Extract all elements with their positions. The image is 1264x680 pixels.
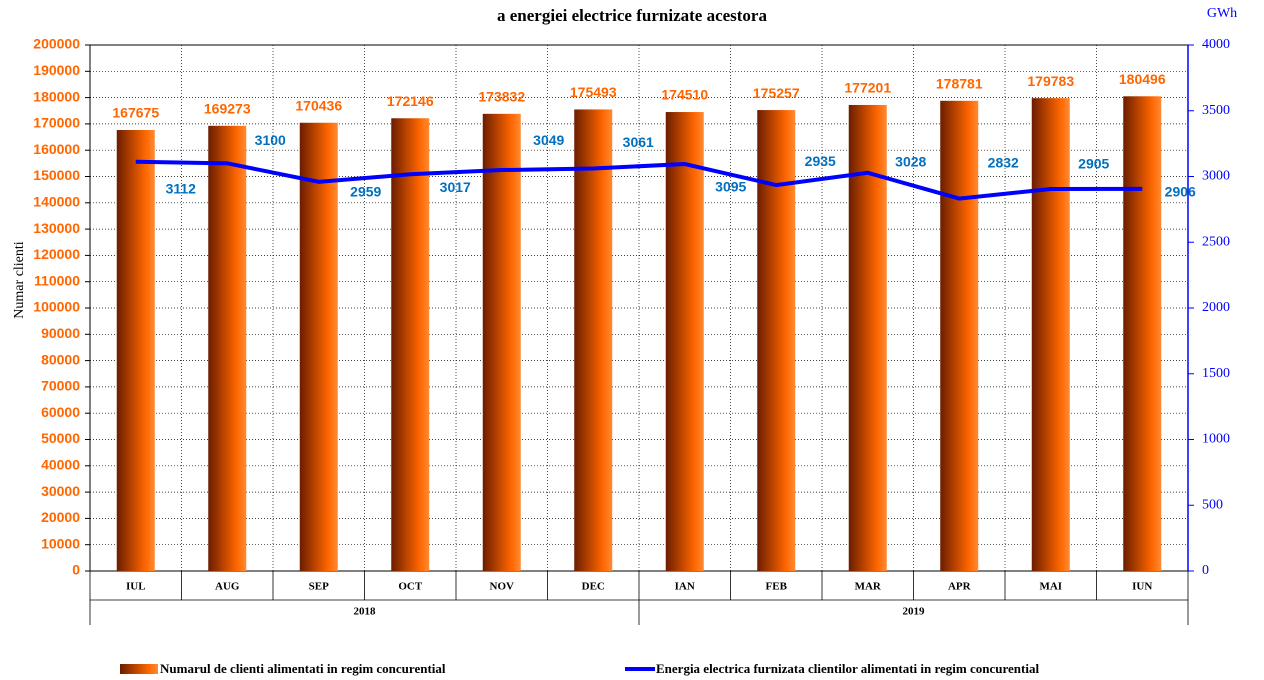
x-tick-label: SEP: [309, 581, 329, 593]
bar-value-label: 167675: [112, 105, 159, 121]
line-value-label: 2906: [1165, 184, 1196, 200]
bar-value-label: 180496: [1119, 71, 1166, 87]
y-tick-label: 70000: [41, 378, 80, 394]
y-tick-label: 190000: [33, 62, 80, 78]
y-tick-label: 50000: [41, 430, 80, 446]
line-value-label: 3017: [440, 179, 471, 195]
y-tick-label: 40000: [41, 457, 80, 473]
x-tick-label: FEB: [766, 581, 788, 593]
bar: [665, 112, 704, 571]
y-tick-label: 80000: [41, 351, 80, 367]
legend-label: Numarul de clienti alimentati in regim c…: [160, 661, 446, 676]
y2-tick-label: 2000: [1202, 300, 1230, 315]
y-tick-label: 0: [72, 562, 80, 578]
y-tick-label: 10000: [41, 535, 80, 551]
y2-tick-label: 4000: [1202, 37, 1230, 52]
y-tick-label: 130000: [33, 220, 80, 236]
bar: [757, 110, 796, 571]
x-tick-label: AUG: [215, 581, 240, 593]
line-value-label: 2935: [805, 153, 836, 169]
y-tick-label: 120000: [33, 246, 80, 262]
bar: [940, 100, 979, 571]
bar: [299, 122, 338, 571]
bar-value-label: 170436: [295, 97, 342, 113]
bar-value-label: 177201: [844, 80, 891, 96]
y2-axis-title: GWh: [1207, 6, 1237, 21]
line-value-label: 3100: [255, 132, 286, 148]
y-tick-label: 180000: [33, 88, 80, 104]
y-tick-label: 150000: [33, 167, 80, 183]
group-label: 2019: [903, 606, 926, 618]
bar-value-label: 178781: [936, 76, 983, 92]
bar: [391, 118, 430, 572]
y2-tick-label: 3000: [1202, 169, 1230, 184]
chart-title: a energiei electrice furnizate acestora: [497, 6, 767, 25]
y-tick-label: 160000: [33, 141, 80, 157]
y-tick-label: 60000: [41, 404, 80, 420]
line-value-label: 3028: [895, 154, 926, 170]
bar: [1031, 98, 1070, 571]
x-tick-label: IUN: [1132, 581, 1152, 593]
x-tick-label: OCT: [398, 581, 423, 593]
line-value-label: 3095: [715, 179, 746, 195]
line-value-label: 3061: [623, 134, 654, 150]
group-label: 2018: [354, 606, 377, 618]
x-tick-label: MAI: [1039, 581, 1062, 593]
line-value-label: 2905: [1078, 156, 1109, 172]
line-value-label: 2959: [350, 184, 381, 200]
legend-swatch: [120, 664, 158, 674]
line-series: [135, 159, 1143, 201]
bar-value-label: 173832: [478, 89, 525, 105]
x-tick-label: IUL: [126, 581, 146, 593]
x-tick-label: NOV: [490, 581, 515, 593]
bar: [208, 125, 247, 571]
line-value-label: 3112: [166, 180, 197, 196]
y-tick-label: 100000: [33, 299, 80, 315]
bar: [116, 130, 155, 571]
y-axis-title: Numar clienti: [12, 241, 27, 318]
x-tick-label: MAR: [855, 581, 882, 593]
y2-tick-label: 3500: [1202, 103, 1230, 118]
bar-value-label: 174510: [661, 87, 708, 103]
x-tick-label: DEC: [582, 581, 605, 593]
bar-value-label: 169273: [204, 101, 251, 117]
y-tick-label: 30000: [41, 483, 80, 499]
bar: [848, 104, 887, 572]
line-value-label: 3049: [533, 132, 564, 148]
bar-value-label: 172146: [387, 93, 434, 109]
y-tick-label: 110000: [34, 272, 80, 288]
x-tick-label: APR: [948, 581, 972, 593]
bar: [574, 109, 613, 572]
bar: [1123, 96, 1162, 571]
y2-tick-label: 1000: [1202, 432, 1230, 447]
bar-value-label: 175493: [570, 84, 617, 100]
y-tick-label: 140000: [33, 194, 80, 210]
y2-tick-label: 500: [1202, 497, 1223, 512]
y-tick-label: 90000: [41, 325, 80, 341]
y2-tick-label: 0: [1202, 563, 1209, 578]
y2-tick-label: 2500: [1202, 234, 1230, 249]
line-value-label: 2832: [988, 154, 1019, 170]
y2-tick-label: 1500: [1202, 366, 1230, 381]
bar: [482, 113, 521, 571]
x-tick-label: IAN: [675, 581, 695, 593]
y-tick-label: 200000: [33, 36, 80, 52]
legend-label: Energia electrica furnizata clientilor a…: [656, 661, 1039, 676]
y-tick-label: 20000: [41, 509, 80, 525]
bar-value-label: 175257: [753, 85, 800, 101]
y-tick-label: 170000: [33, 115, 80, 131]
bar-value-label: 179783: [1027, 73, 1074, 89]
